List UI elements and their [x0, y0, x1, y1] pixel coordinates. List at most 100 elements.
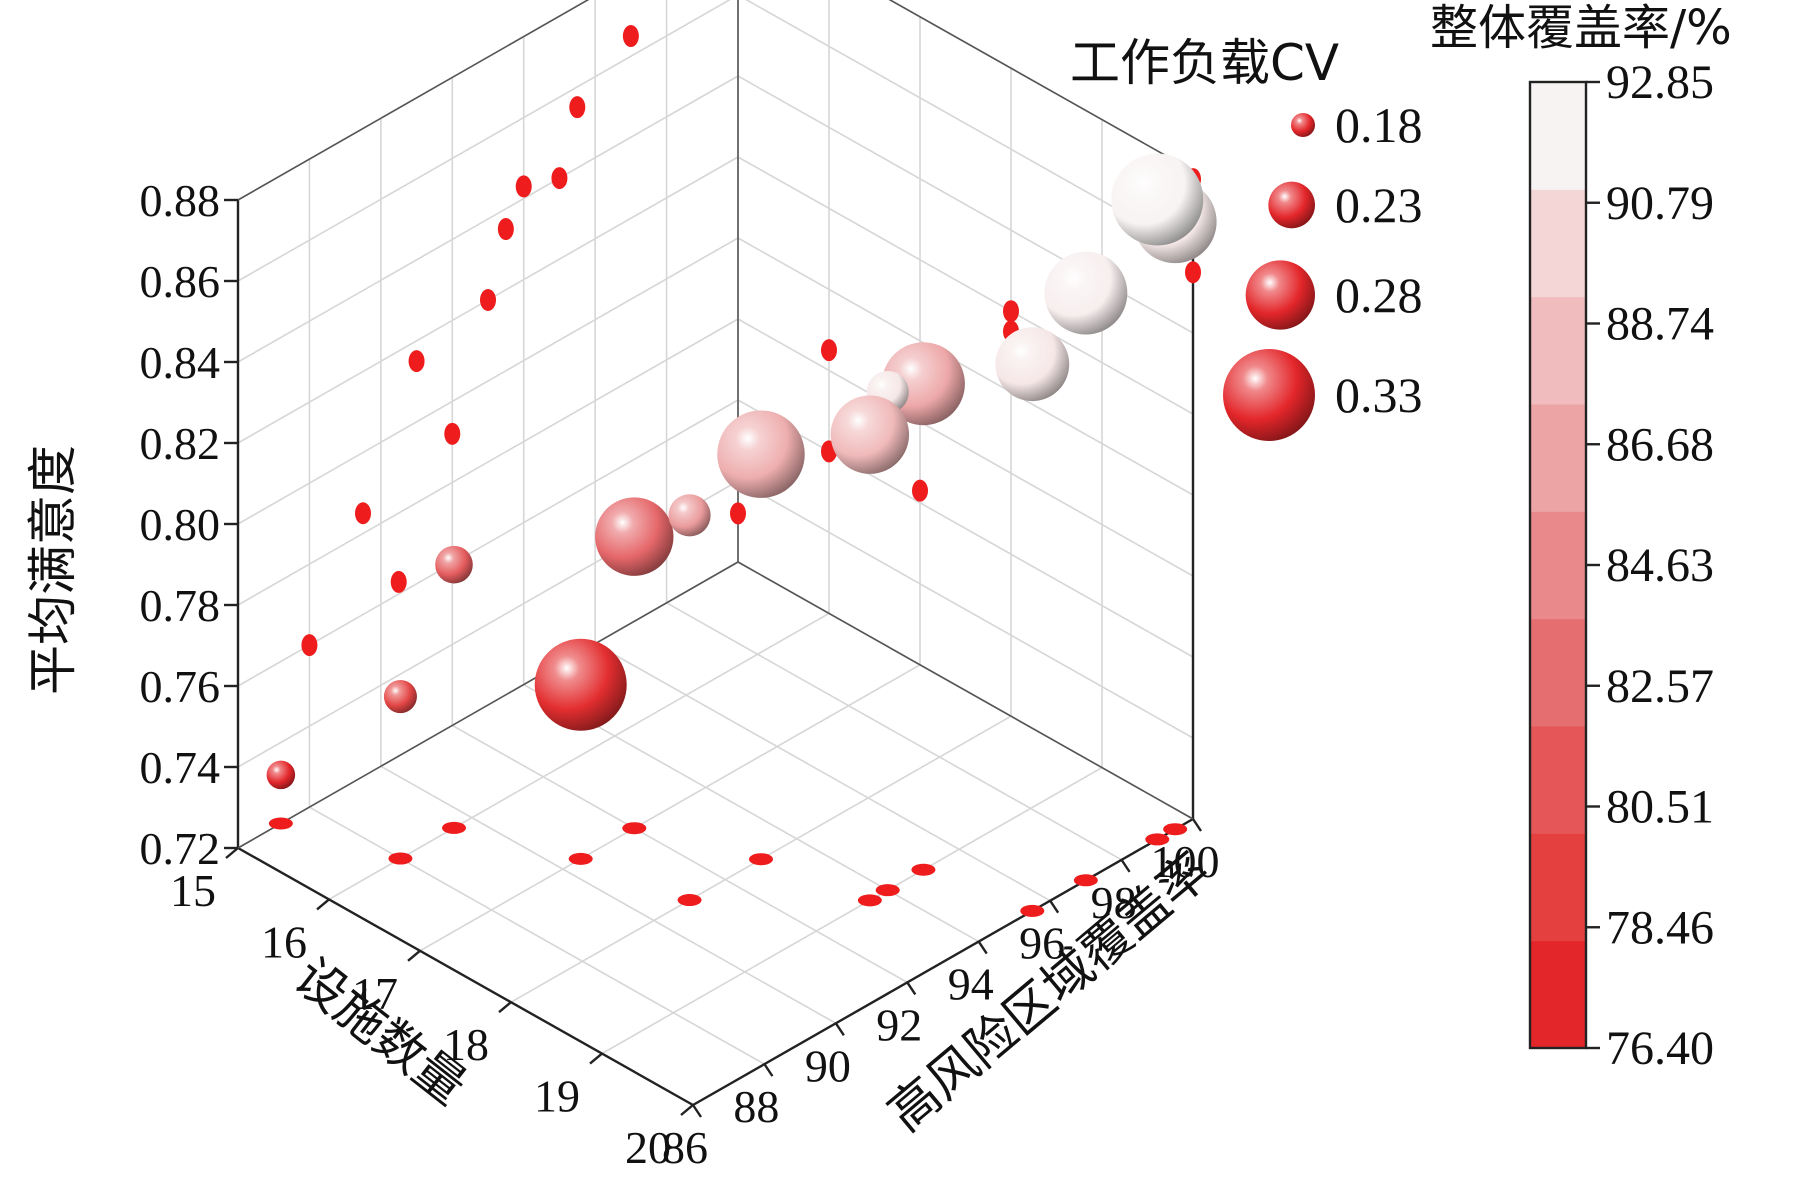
- size-legend-label: 0.23: [1335, 177, 1423, 233]
- data-point: [435, 545, 473, 584]
- z-tick-label: 0.78: [140, 580, 221, 631]
- z-tick-label: 0.88: [140, 175, 221, 226]
- projection-back-right: [1185, 261, 1201, 284]
- size-legend-marker: [1245, 260, 1316, 330]
- grid-line: [737, 156, 1194, 415]
- y-tick: [834, 1022, 845, 1036]
- projection-floor: [749, 853, 773, 866]
- data-point: [1111, 153, 1204, 246]
- size-legend-title: 工作负载CV: [1070, 34, 1339, 92]
- y-tick: [1120, 859, 1131, 873]
- colorbar-tick-label: 78.46: [1606, 901, 1714, 954]
- projection-floor: [677, 894, 702, 907]
- projection-back-left: [301, 634, 318, 657]
- x-tick: [680, 1104, 694, 1116]
- grid-line: [237, 318, 739, 606]
- projection-floor: [622, 822, 647, 835]
- size-legend-marker: [1291, 113, 1315, 137]
- grid-line: [451, 724, 908, 984]
- y-tick-label: 88: [733, 1081, 779, 1132]
- points-layer: [266, 153, 1217, 790]
- x-tick: [589, 1052, 603, 1065]
- colorbar-segment: [1530, 618, 1586, 727]
- projection-back-left: [480, 289, 496, 311]
- grid-line: [237, 75, 739, 363]
- size-legend: 工作负载CV 0.18 0.23 0.28 0.33: [1070, 34, 1423, 441]
- size-legend-label: 0.28: [1335, 267, 1423, 323]
- projection-back-left: [497, 218, 514, 241]
- projection-back-left: [569, 96, 586, 119]
- x-tick-label: 19: [534, 1071, 580, 1122]
- colorbar-tick-label: 88.74: [1606, 298, 1714, 351]
- size-legend-marker: [1268, 181, 1315, 229]
- colorbar-segment: [1530, 833, 1586, 942]
- projection-back-right: [821, 339, 837, 362]
- y-tick: [763, 1063, 774, 1077]
- projection-back-left: [622, 25, 639, 48]
- colorbar-tick-label: 76.40: [1606, 1022, 1714, 1075]
- colorbar-tick-label: 86.68: [1606, 418, 1714, 471]
- x-tick-label: 16: [261, 916, 307, 967]
- projection-floor: [388, 852, 413, 865]
- size-legend-label: 0.18: [1335, 97, 1423, 153]
- y-tick-label: 92: [876, 999, 922, 1050]
- grid-line: [237, 0, 731, 282]
- colorbar-segment: [1530, 726, 1586, 834]
- projection-floor: [911, 863, 936, 876]
- data-point: [668, 494, 711, 537]
- x-tick: [316, 898, 330, 911]
- projection-back-left: [408, 350, 425, 373]
- y-tick: [1192, 818, 1202, 832]
- grid-line: [594, 643, 1051, 902]
- x-tick-label: 20: [625, 1122, 671, 1173]
- grid-line: [237, 237, 739, 525]
- y-tick-label: 94: [948, 959, 994, 1010]
- colorbar-segment: [1530, 296, 1586, 405]
- colorbar-tick-label: 90.79: [1606, 177, 1714, 230]
- size-legend-label: 0.33: [1335, 367, 1423, 423]
- grid-line: [737, 237, 1194, 496]
- grid-line: [737, 480, 1194, 739]
- colorbar-tick-label: 80.51: [1606, 781, 1714, 834]
- colorbar-segment: [1530, 940, 1586, 1049]
- data-point: [995, 327, 1070, 402]
- grid-line: [419, 664, 921, 952]
- z-tick-label: 0.84: [140, 337, 221, 388]
- grid-line: [380, 765, 837, 1024]
- grid-line: [737, 318, 1194, 577]
- grid-line: [309, 806, 765, 1065]
- z-tick-label: 0.82: [140, 418, 221, 469]
- data-point: [266, 760, 296, 790]
- frame-edge: [737, 561, 1194, 820]
- colorbar-segment: [1530, 404, 1586, 512]
- colorbar: 整体覆盖率/% 76.40 78.46 80.51 82.57 84.63 86.68 88…: [1430, 0, 1732, 1075]
- size-legend-marker: [1223, 349, 1315, 441]
- x-tick: [498, 1001, 512, 1014]
- projection-floor: [875, 884, 900, 897]
- y-tick-label: 86: [662, 1122, 708, 1173]
- z-tick-label: 0.72: [140, 823, 221, 874]
- projection-floor: [857, 894, 882, 907]
- x-tick-label: 15: [170, 865, 216, 916]
- y-tick-label: 98: [1091, 877, 1137, 928]
- projection-back-left: [551, 167, 568, 190]
- x-tick-label: 18: [443, 1019, 489, 1070]
- x-tick-label: 17: [352, 968, 398, 1019]
- colorbar-segment: [1530, 511, 1586, 620]
- projection-back-left: [390, 570, 407, 593]
- projection-floor: [442, 821, 466, 834]
- projection-floor: [1163, 823, 1188, 836]
- frame-edge: [237, 0, 590, 201]
- colorbar-tick-label: 84.63: [1606, 539, 1714, 592]
- data-point: [383, 680, 417, 714]
- colorbar-title: 整体覆盖率/%: [1430, 0, 1732, 56]
- data-point: [1044, 251, 1128, 335]
- grid-line: [523, 683, 980, 943]
- grid-line: [237, 0, 590, 201]
- colorbar-tick-label: 82.57: [1606, 660, 1714, 713]
- colorbar-segment: [1530, 82, 1586, 190]
- y-tick-label: 90: [805, 1040, 851, 1091]
- x-tick: [407, 949, 421, 962]
- data-point: [595, 497, 674, 576]
